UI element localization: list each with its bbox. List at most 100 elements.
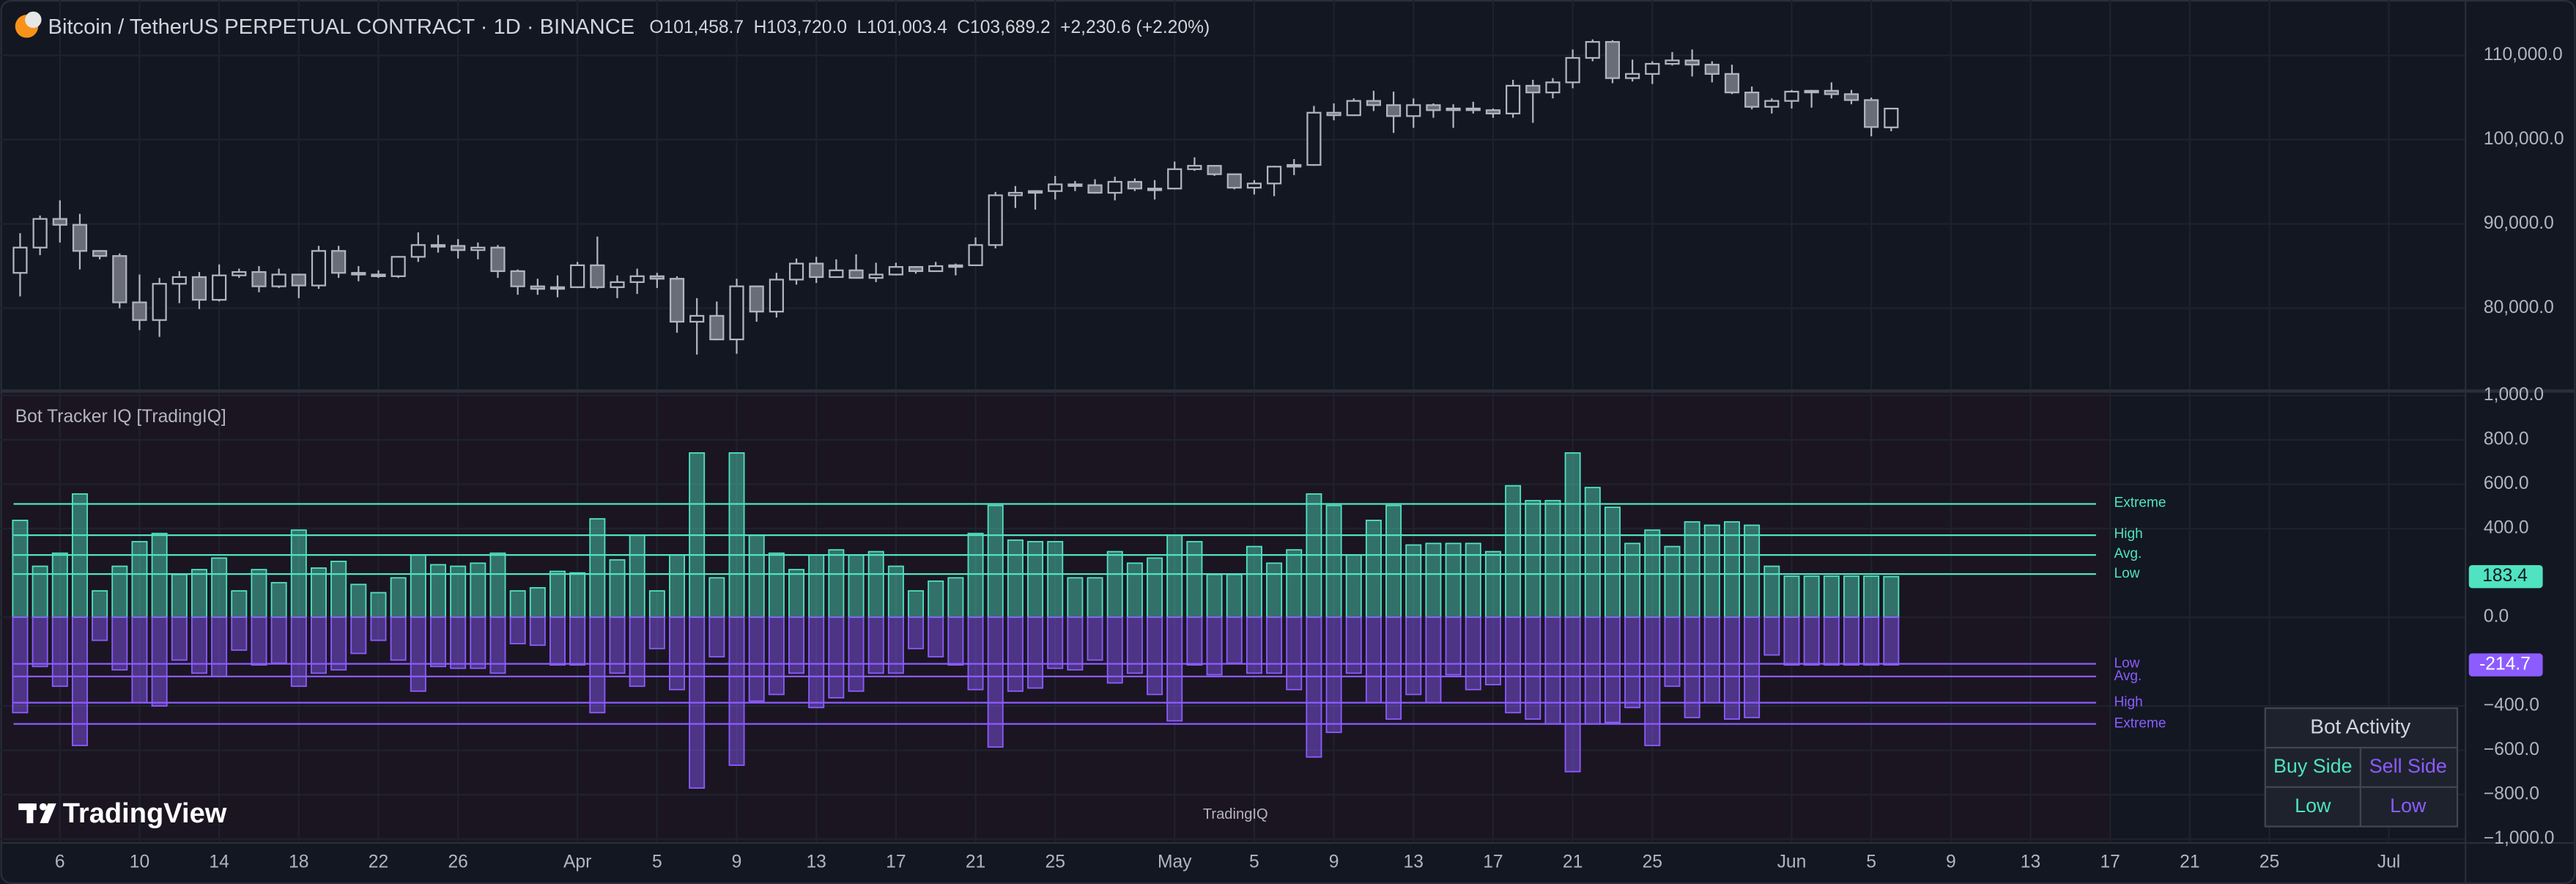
bar (1624, 616, 1641, 709)
level-label: Extreme (2114, 495, 2166, 510)
x-tick-label: 9 (732, 852, 742, 872)
bar (1325, 616, 1342, 734)
y-tick-label: 1,000.0 (2484, 385, 2544, 405)
bar (231, 616, 248, 651)
candle-body (848, 269, 864, 279)
candle-body (1625, 73, 1640, 79)
bar (928, 616, 944, 658)
bar (1186, 541, 1203, 619)
candle-body (72, 224, 88, 252)
bar (629, 534, 645, 619)
candle-body (1087, 184, 1103, 194)
bar (1664, 545, 1681, 619)
candle-body (1048, 183, 1063, 192)
candle-body (1127, 180, 1142, 190)
x-tick-label: 5 (652, 852, 662, 872)
table-cell: Low (2390, 795, 2427, 817)
bar (549, 570, 566, 619)
candle-body (311, 250, 327, 287)
bar (669, 616, 686, 690)
x-tick-label: 6 (55, 852, 65, 872)
bar (1803, 575, 1820, 619)
candle-body (1266, 166, 1282, 185)
bar (987, 504, 1004, 619)
candle-body (351, 272, 366, 276)
bar (848, 554, 865, 619)
bar (311, 616, 327, 674)
bar (1525, 616, 1541, 720)
bar (1803, 616, 1820, 666)
candle-body (1545, 81, 1561, 94)
bar (171, 616, 188, 661)
candle-body (1007, 191, 1023, 196)
bar (1484, 616, 1501, 686)
bar (450, 616, 467, 669)
bar (1067, 616, 1084, 671)
ohlc-open: O101,458.7 (649, 18, 744, 37)
x-tick-label: 21 (2180, 852, 2199, 872)
bar (1106, 550, 1123, 619)
bar (1484, 550, 1501, 619)
candle-body (1684, 59, 1700, 66)
x-tick-label: 9 (1329, 852, 1339, 872)
bar (1007, 539, 1024, 619)
bar (1525, 500, 1541, 619)
level-label: Avg. (2114, 668, 2142, 684)
bar (370, 592, 387, 619)
bar (1166, 534, 1183, 619)
bar (629, 616, 645, 688)
candle-body (191, 276, 207, 301)
ohlc-change: +2,230.6 (+2.20%) (1060, 18, 1210, 37)
bar (569, 616, 586, 666)
bar (908, 590, 925, 619)
bar (947, 616, 964, 666)
candle-body (212, 274, 227, 301)
activity-table: Bot Activity Buy Side Sell Side Low Low (2264, 707, 2459, 828)
bar (410, 554, 426, 619)
bar (569, 572, 586, 619)
bar (947, 577, 964, 619)
bar (311, 567, 327, 619)
bar (768, 616, 785, 696)
bar (529, 616, 546, 647)
bar (489, 616, 506, 674)
level-label: Extreme (2114, 716, 2166, 732)
x-tick-label: 17 (1483, 852, 1503, 872)
candle-body (152, 283, 167, 321)
candle-body (829, 269, 844, 279)
bar (1405, 544, 1422, 619)
header: Bitcoin / TetherUS PERPETUAL CONTRACT · … (48, 15, 1210, 39)
candle-body (809, 262, 824, 279)
candle-body (1067, 183, 1083, 187)
bar (669, 554, 686, 619)
bar (589, 616, 606, 714)
logo-mark (40, 803, 56, 824)
bar (231, 590, 248, 619)
bar (1843, 575, 1859, 619)
y-tick-label: 400.0 (2484, 518, 2529, 538)
x-tick-label: 25 (1045, 852, 1065, 872)
bar (1505, 485, 1522, 619)
candle-body (1386, 104, 1402, 117)
bar (1087, 577, 1103, 619)
bar (1345, 554, 1362, 619)
bar (1783, 575, 1800, 619)
candle-body (1605, 41, 1621, 79)
table-cell: Low (2295, 795, 2331, 817)
bar (270, 616, 287, 664)
bar (1405, 616, 1422, 696)
logo-mark (39, 803, 47, 811)
bar (470, 562, 486, 619)
bar (987, 616, 1004, 748)
level-label: Low (2114, 566, 2140, 581)
x-tick-label: 21 (966, 852, 985, 872)
y-tick-label: 80,000.0 (2484, 298, 2554, 317)
bar (529, 586, 546, 619)
bar (1744, 616, 1761, 718)
bar (1863, 575, 1880, 619)
bar (211, 616, 228, 677)
candle-body (391, 256, 406, 277)
bar (171, 573, 188, 619)
bar (1126, 616, 1143, 674)
table-header: Buy Side (2273, 755, 2353, 777)
